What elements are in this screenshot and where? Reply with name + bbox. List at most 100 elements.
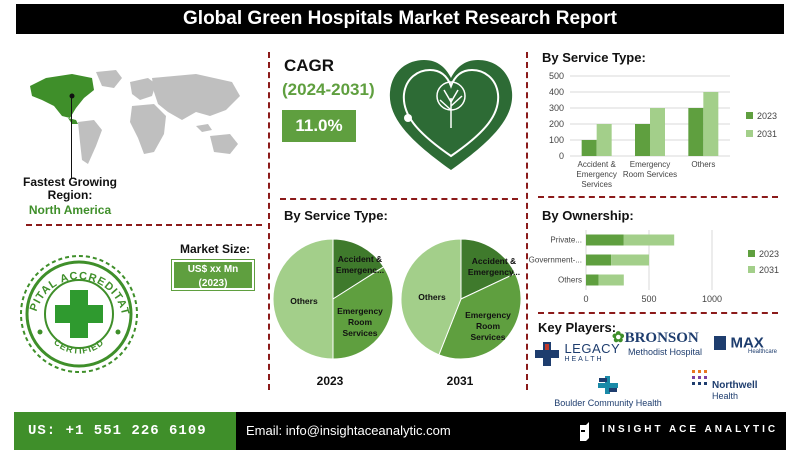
x-tick-label: Accident & [578,160,617,169]
pie-slice-label: Emergenc... [336,265,384,275]
legend-label: 2023 [759,249,779,259]
fastest-growing-label: Fastest Growing Region: [10,176,130,202]
shield-icon [714,335,726,350]
key-players-title: Key Players: [538,320,617,335]
legend-label: 2031 [759,265,779,275]
market-size-value-line1: US$ xx Mn [187,264,239,275]
divider-left [268,52,270,390]
x-tick-label: Room Services [623,170,677,179]
divider-right-h-2 [538,312,778,314]
bar-2023 [688,108,704,156]
bronson-name: BRONSON [624,330,699,346]
map-pointer-line [71,98,72,178]
pie-slice-label: Accident & [338,254,382,264]
footer-phone: US: +1 551 226 6109 [14,412,236,450]
northwell-icon [692,370,707,385]
y-tick-label: Private... [550,236,582,245]
cagr-value: 11.0% [282,110,356,142]
green-heart-icon [389,60,513,170]
pie-slice-label: Room [476,321,501,331]
pie-slice [332,266,394,360]
cross-icon [55,290,103,338]
pie-slice [460,238,516,300]
fastest-label-line1: Fastest Growing [22,175,117,189]
pie-slice [400,238,462,356]
divider-right-h-1 [538,196,778,198]
bar-2031 [598,274,624,286]
boulder-name: Boulder Community Health [554,398,662,408]
x-tick-label: 1000 [702,294,722,304]
y-tick-label: 0 [559,151,564,161]
service-pie-2031: Accident &Emergency... EmergencyRoomServi… [400,238,522,360]
y-tick-label: 100 [549,135,564,145]
pie-2023-caption: 2023 [316,374,344,388]
x-tick-label: Emergency [576,170,616,179]
north-america-region [30,74,94,118]
ownership-bar-chart: 0 500 1000 Private... Government-... Others 20… [529,230,779,304]
bar-2031 [650,108,665,156]
divider-right [526,52,528,390]
service-bar-title: By Service Type: [542,50,646,65]
legacy-sub: HEALTH [564,356,604,363]
pie-slice-label: Emergency [337,306,383,316]
fastest-label-line2: Region: [47,188,93,202]
legend-label: 2031 [757,129,777,139]
y-tick-label: 300 [549,103,564,113]
footer-brand: INSIGHT ACE ANALYTIC [566,412,786,450]
y-tick-label: 200 [549,119,564,129]
pie-slice [272,238,334,360]
y-tick-label: Others [558,276,582,285]
bronson-sub: Methodist Hospital [628,347,703,357]
legacy-name: LEGACY [564,341,621,356]
market-size-label: Market Size: [179,242,251,256]
legend-swatch [746,112,753,119]
pie-2031-caption: 2031 [446,374,474,388]
pie-slice [332,238,385,300]
pie-slice-label: Room [348,317,373,327]
boulder-icon [598,376,618,394]
max-sub: Healthcare [748,349,778,355]
pie-section-title: By Service Type: [284,208,388,223]
divider-left-h [26,224,262,226]
ownership-bar-title: By Ownership: [542,208,634,223]
legend-swatch [746,130,753,137]
y-tick-label: 500 [549,71,564,81]
pie-slice-label: Services [471,332,506,342]
bar-2023 [586,254,612,266]
legend-swatch [748,266,755,273]
x-tick-label: 0 [583,294,588,304]
market-size-value: US$ xx Mn (2023) [171,259,255,291]
brand-logo-icon [578,421,589,441]
market-size-value-line2: (2023) [198,278,228,289]
service-pie-2023: Accident &Emergenc... EmergencyRoomServic… [272,238,394,360]
bar-2031 [611,254,649,266]
footer-email: Email: info@insightaceanalytic.com [236,412,566,450]
bar-2031 [596,124,612,156]
flower-icon: ✿ [612,330,625,346]
pie-slice-label: Emergency... [468,267,520,277]
pie-slice [438,272,522,360]
bar-2031 [623,234,675,246]
x-tick-label: Others [691,160,715,169]
max-name: MAX [730,334,764,352]
legacy-cross-icon [535,342,559,366]
pie-slice-label: Accident & [472,256,516,266]
brand-name: INSIGHT ACE ANALYTIC [602,424,779,435]
legend-swatch [748,250,755,257]
bronson-logo: ✿BRONSON Methodist Hospital [612,328,716,357]
cagr-period: (2024-2031) [282,80,375,99]
x-tick-label: Services [581,180,612,189]
divider-mid-h [280,198,518,200]
report-title: Global Green Hospitals Market Research R… [16,4,784,34]
badge-bottom-text: CERTIFIED [52,337,105,356]
fastest-region: North America [28,203,112,217]
cagr-label: CAGR [284,56,335,75]
x-tick-label: 500 [641,294,656,304]
bar-2023 [581,140,597,156]
pie-slice-label: Others [418,292,446,302]
legacy-logo: LEGACY HEALTH [534,340,624,368]
y-tick-label: Government-... [529,256,582,265]
pie-slice-label: Others [290,296,318,306]
bar-2023 [635,124,650,156]
